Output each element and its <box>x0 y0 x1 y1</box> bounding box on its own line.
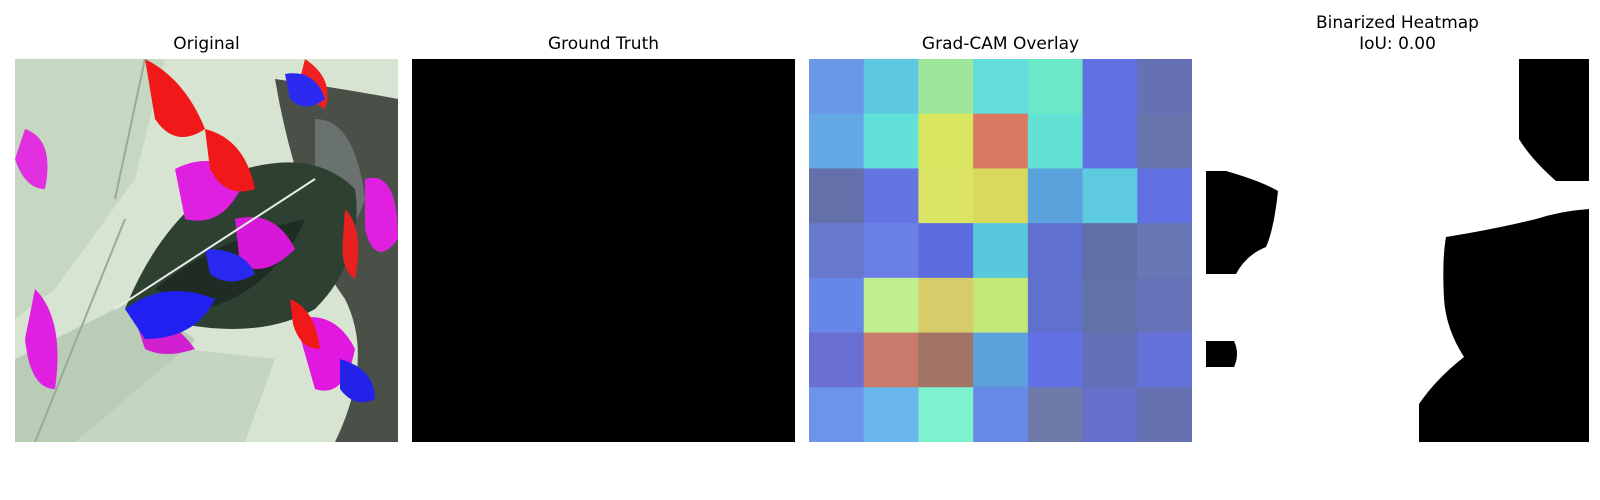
gradcam-cell <box>863 387 920 442</box>
gradcam-cell <box>1082 59 1138 115</box>
gradcam-cell <box>1137 332 1192 388</box>
gradcam-cell <box>918 277 974 334</box>
gradcam-cell <box>1027 387 1084 442</box>
gradcam-cell <box>809 59 865 115</box>
gradcam-cell <box>1027 277 1084 334</box>
gradcam-cell <box>1082 223 1138 279</box>
gradcam-cell <box>918 223 974 279</box>
gradcam-cell <box>973 387 1029 442</box>
gradcam-cell <box>1082 277 1138 334</box>
gradcam-cell <box>863 277 920 334</box>
gradcam-cell <box>1082 113 1138 170</box>
gradcam-cell <box>1082 168 1138 224</box>
ground-truth-title: Ground Truth <box>547 34 660 54</box>
iou-label: IoU: 0.00 <box>1359 34 1436 54</box>
original-title: Original <box>173 34 240 54</box>
gradcam-cell <box>863 332 920 388</box>
gradcam-overlay <box>809 59 1192 442</box>
binarized-heatmap <box>1206 59 1589 442</box>
gradcam-cell <box>918 59 974 115</box>
ground-truth-mask <box>412 59 795 442</box>
gradcam-cell <box>1137 168 1192 224</box>
gradcam-cell <box>863 223 920 279</box>
gradcam-cell <box>809 387 865 442</box>
gradcam-cell <box>863 168 920 224</box>
gradcam-cell <box>1137 223 1192 279</box>
gradcam-cell <box>918 113 974 170</box>
gradcam-cell <box>973 332 1029 388</box>
gradcam-cell <box>809 277 865 334</box>
gradcam-cell <box>1082 387 1138 442</box>
gradcam-cell <box>1027 223 1084 279</box>
binarized-heatmap-title: Binarized Heatmap <box>1316 13 1479 33</box>
gradcam-overlay-title: Grad-CAM Overlay <box>921 34 1080 54</box>
gradcam-cell <box>1137 113 1192 170</box>
gradcam-cell <box>1027 113 1084 170</box>
gradcam-cell <box>809 332 865 388</box>
gradcam-cell <box>1027 168 1084 224</box>
gradcam-cell <box>973 168 1029 224</box>
gradcam-cell <box>863 59 920 115</box>
gradcam-cell <box>809 223 865 279</box>
gradcam-cell <box>973 113 1029 170</box>
gradcam-cell <box>809 168 865 224</box>
gradcam-cell <box>973 223 1029 279</box>
original-image <box>15 59 398 442</box>
gradcam-cell <box>918 332 974 388</box>
gradcam-cell <box>863 113 920 170</box>
gradcam-cell <box>1137 387 1192 442</box>
gradcam-cell <box>1027 59 1084 115</box>
gradcam-cell <box>809 113 865 170</box>
gradcam-cell <box>1027 332 1084 388</box>
gradcam-cell <box>973 277 1029 334</box>
gradcam-cell <box>1137 277 1192 334</box>
gradcam-cell <box>918 387 974 442</box>
gradcam-cell <box>1082 332 1138 388</box>
gradcam-cell <box>918 168 974 224</box>
gradcam-cell <box>973 59 1029 115</box>
gradcam-cell <box>1137 59 1192 115</box>
